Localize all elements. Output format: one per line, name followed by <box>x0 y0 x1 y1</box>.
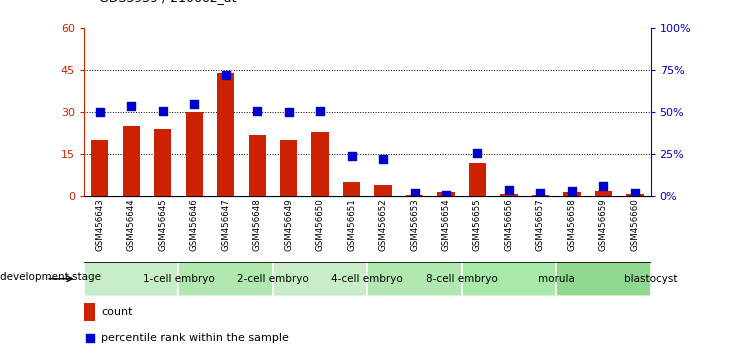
Text: GSM456655: GSM456655 <box>473 199 482 251</box>
Text: GSM456650: GSM456650 <box>316 199 325 251</box>
Bar <box>186 113 203 196</box>
Bar <box>437 192 455 196</box>
Bar <box>531 195 549 196</box>
Text: GSM456649: GSM456649 <box>284 199 293 251</box>
Bar <box>500 194 518 196</box>
Bar <box>217 73 235 196</box>
Text: 2-cell embryo: 2-cell embryo <box>237 274 308 284</box>
Point <box>271 222 283 228</box>
Point <box>503 187 515 193</box>
Text: GSM456657: GSM456657 <box>536 199 545 251</box>
Bar <box>374 185 392 196</box>
Text: blastocyst: blastocyst <box>624 274 678 284</box>
Point <box>597 183 609 189</box>
Text: morula: morula <box>538 274 575 284</box>
Bar <box>462 262 556 296</box>
Bar <box>595 191 612 196</box>
Text: GSM456644: GSM456644 <box>126 199 136 251</box>
Point <box>189 101 200 107</box>
Text: 1-cell embryo: 1-cell embryo <box>143 274 214 284</box>
Point <box>409 190 420 196</box>
Text: GDS3959 / 210662_at: GDS3959 / 210662_at <box>99 0 236 4</box>
Text: 4-cell embryo: 4-cell embryo <box>331 274 404 284</box>
Bar <box>84 303 95 321</box>
Bar <box>368 262 462 296</box>
Text: GSM456645: GSM456645 <box>158 199 167 251</box>
Point <box>346 153 357 159</box>
Text: percentile rank within the sample: percentile rank within the sample <box>101 333 289 343</box>
Text: GSM456660: GSM456660 <box>630 199 640 251</box>
Point <box>440 192 452 198</box>
Bar <box>564 192 580 196</box>
Bar <box>123 126 140 196</box>
Text: GSM456652: GSM456652 <box>379 199 387 251</box>
Bar <box>311 132 329 196</box>
Bar <box>626 194 643 196</box>
Bar <box>154 129 171 196</box>
Point <box>534 190 546 196</box>
Bar <box>343 182 360 196</box>
Bar <box>469 163 486 196</box>
Bar <box>556 262 651 296</box>
Text: GSM456647: GSM456647 <box>221 199 230 251</box>
Point <box>157 108 169 114</box>
Text: count: count <box>101 307 132 317</box>
Point <box>629 190 640 196</box>
Text: GSM456656: GSM456656 <box>504 199 513 251</box>
Text: development stage: development stage <box>0 272 101 282</box>
Point <box>251 108 263 114</box>
Point <box>471 150 483 156</box>
Text: GSM456653: GSM456653 <box>410 199 419 251</box>
Point <box>126 103 137 109</box>
Text: GSM456659: GSM456659 <box>599 199 608 251</box>
Bar <box>280 141 298 196</box>
Bar <box>249 135 266 196</box>
Point <box>377 156 389 162</box>
Point <box>94 110 106 115</box>
Point <box>220 73 232 78</box>
Text: GSM456658: GSM456658 <box>567 199 577 251</box>
Text: GSM456643: GSM456643 <box>95 199 105 251</box>
Point <box>566 189 577 194</box>
Bar <box>84 262 178 296</box>
Text: 8-cell embryo: 8-cell embryo <box>426 274 498 284</box>
Bar <box>273 262 368 296</box>
Point <box>283 110 295 115</box>
Point <box>314 108 326 114</box>
Text: GSM456654: GSM456654 <box>442 199 450 251</box>
Bar <box>91 141 108 196</box>
Text: GSM456646: GSM456646 <box>190 199 199 251</box>
Bar <box>406 195 423 196</box>
Text: GSM456648: GSM456648 <box>253 199 262 251</box>
Bar <box>178 262 273 296</box>
Text: GSM456651: GSM456651 <box>347 199 356 251</box>
